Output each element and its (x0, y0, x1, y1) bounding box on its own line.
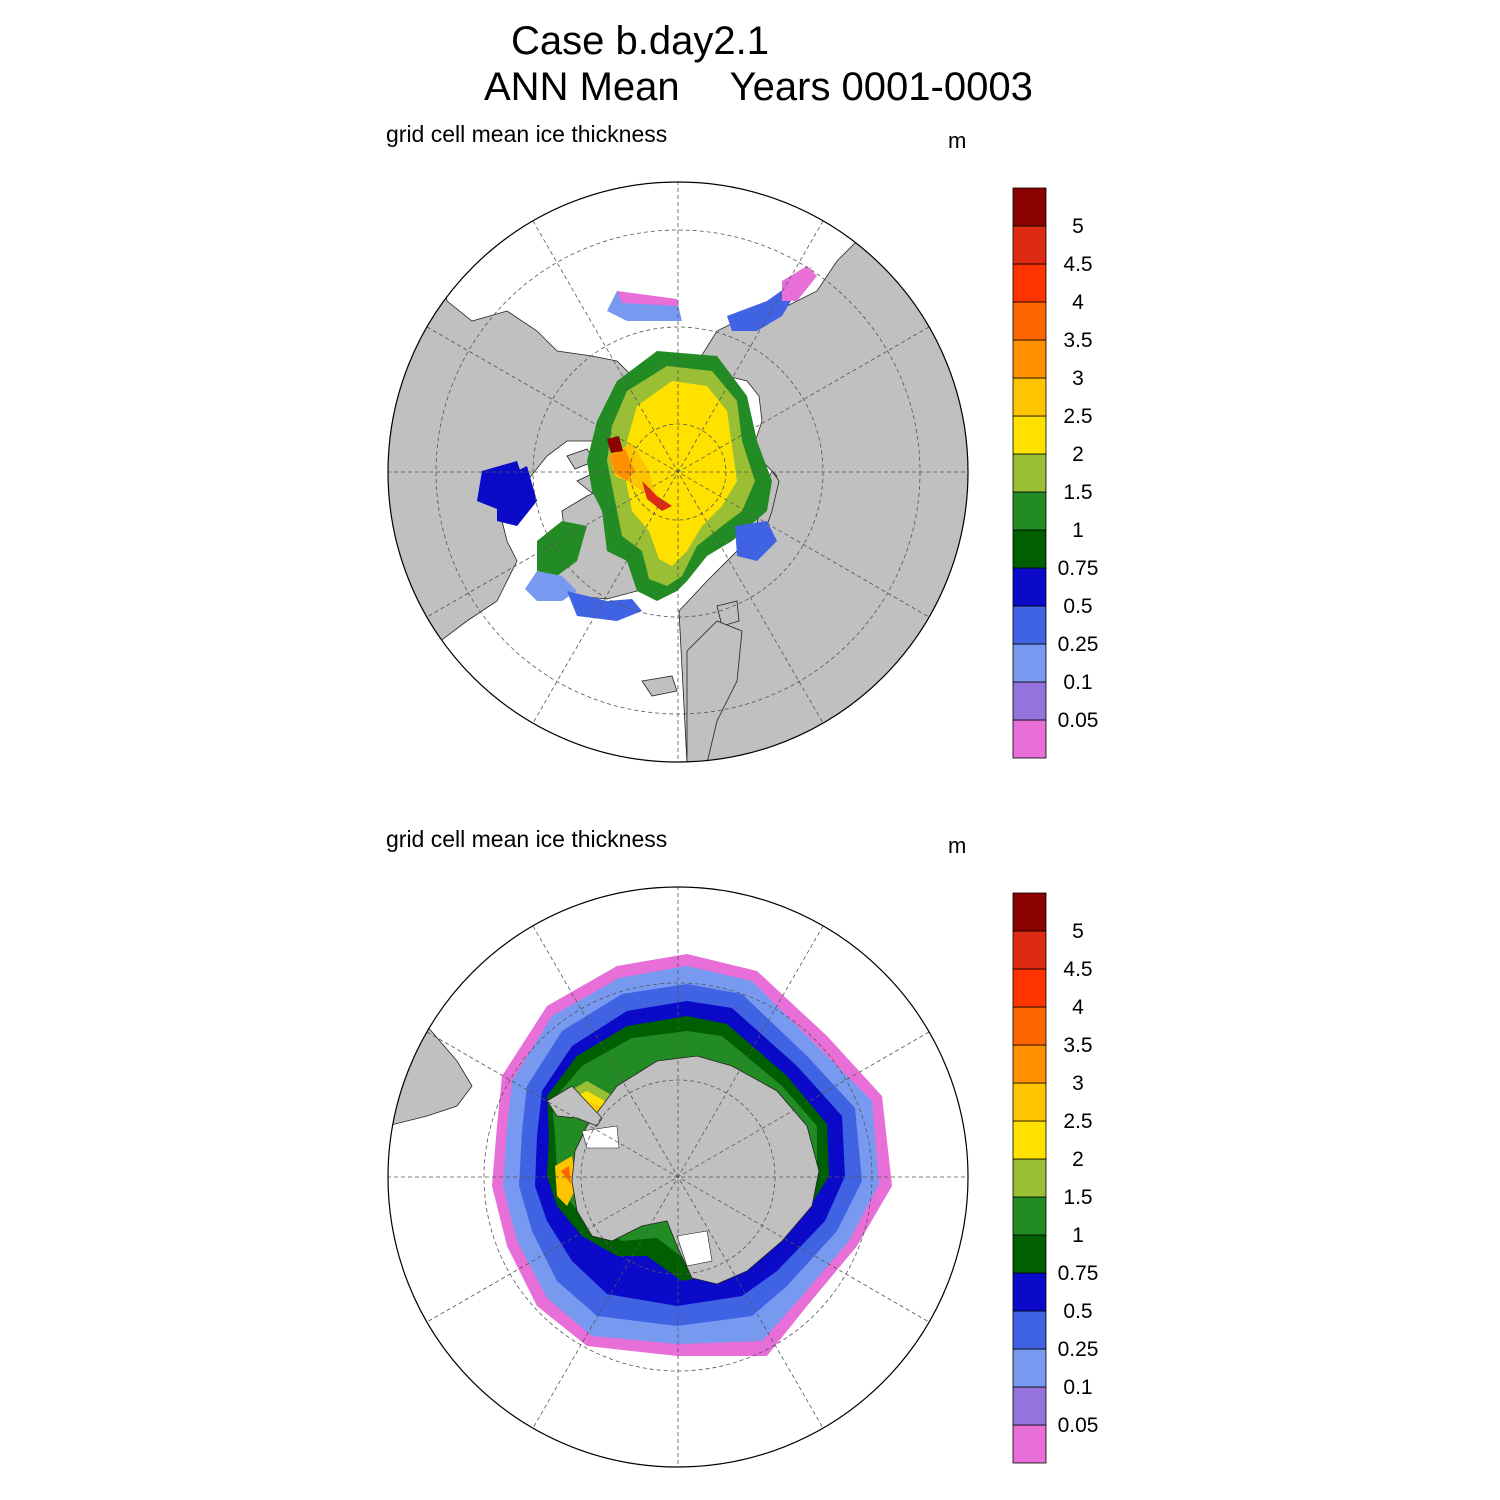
south-colorbar-box (1012, 1272, 1047, 1312)
north-colorbar-label: 1.5 (1063, 481, 1092, 504)
south-colorbar-label: 2.5 (1063, 1110, 1092, 1133)
south-colorbar-label: 0.05 (1058, 1414, 1099, 1437)
south-colorbar-box (1012, 1386, 1047, 1426)
north-colorbar-box (1012, 681, 1047, 721)
north-colorbar-label: 2 (1072, 443, 1084, 466)
north-colorbar-label: 1 (1072, 519, 1084, 542)
south-colorbar-label: 0.25 (1058, 1338, 1099, 1361)
north-colorbar-box (1012, 605, 1047, 645)
years-label: Years 0001-0003 (729, 65, 1033, 109)
north-colorbar-box (1012, 377, 1047, 417)
north-colorbar-label: 2.5 (1063, 405, 1092, 428)
north-colorbar-label: 3 (1072, 367, 1084, 390)
south-colorbar-label: 2 (1072, 1148, 1084, 1171)
north-colorbar-box (1012, 453, 1047, 493)
antarctica-land (571, 1055, 820, 1285)
north-colorbar-box (1012, 339, 1047, 379)
figure-subtitle: ANN Mean Years 0001-0003 (484, 64, 1033, 110)
south-colorbar-box (1012, 1158, 1047, 1198)
north-colorbar-label: 3.5 (1063, 329, 1092, 352)
south-colorbar-labels: 0.05 0.1 0.25 0.5 0.75 1 1.5 2 2.5 3 3.5 4 4.5 5 (1058, 920, 1099, 1437)
south-colorbar-box (1012, 1424, 1047, 1464)
figure-title: Case b.day2.1 (511, 19, 769, 63)
north-colorbar-box (1012, 529, 1047, 569)
north-colorbar-label: 0.05 (1058, 709, 1099, 732)
south-colorbar-box (1012, 1234, 1047, 1274)
south-polar-map (387, 886, 969, 1468)
south-colorbar-label: 1 (1072, 1224, 1084, 1247)
north-colorbar-label: 4 (1072, 291, 1084, 314)
south-colorbar-box (1012, 1348, 1047, 1388)
south-colorbar-box (1012, 1196, 1047, 1236)
south-colorbar-label: 4 (1072, 996, 1084, 1019)
north-colorbar-label: 0.1 (1063, 671, 1092, 694)
south-colorbar-box (1012, 1082, 1047, 1122)
south-colorbar-boxes (1012, 892, 1047, 1464)
north-colorbar-label: 0.5 (1063, 595, 1092, 618)
north-colorbar-boxes (1012, 187, 1047, 759)
south-colorbar-box (1012, 1120, 1047, 1160)
north-colorbar: 0.05 0.1 0.25 0.5 0.75 1 1.5 2 2.5 3 3.5 4 4.5 5 (1012, 187, 1099, 759)
south-colorbar-box (1012, 1044, 1047, 1084)
north-colorbar-label: 0.75 (1058, 557, 1099, 580)
south-colorbar-label: 0.75 (1058, 1262, 1099, 1285)
north-colorbar-box (1012, 225, 1047, 265)
north-colorbar-box (1012, 187, 1047, 227)
south-colorbar-label: 1.5 (1063, 1186, 1092, 1209)
south-colorbar-box (1012, 1006, 1047, 1046)
south-colorbar-label: 0.1 (1063, 1376, 1092, 1399)
south-colorbar-label: 4.5 (1063, 958, 1092, 981)
north-colorbar-box (1012, 719, 1047, 759)
south-colorbar-box (1012, 930, 1047, 970)
north-colorbar-labels: 0.05 0.1 0.25 0.5 0.75 1 1.5 2 2.5 3 3.5 4 4.5 5 (1058, 215, 1099, 732)
south-colorbar-box (1012, 1310, 1047, 1350)
north-colorbar-box (1012, 567, 1047, 607)
north-colorbar-box (1012, 643, 1047, 683)
south-graticule (388, 887, 968, 1467)
south-colorbar-label: 3.5 (1063, 1034, 1092, 1057)
north-colorbar-label: 5 (1072, 215, 1084, 238)
north-graticule (388, 182, 968, 762)
north-panel-label: grid cell mean ice thickness (386, 121, 668, 147)
south-colorbar: 0.05 0.1 0.25 0.5 0.75 1 1.5 2 2.5 3 3.5 4 4.5 5 (1012, 892, 1099, 1464)
north-colorbar-box (1012, 491, 1047, 531)
north-colorbar-label: 4.5 (1063, 253, 1092, 276)
north-colorbar-label: 0.25 (1058, 633, 1099, 656)
south-colorbar-box (1012, 968, 1047, 1008)
south-panel-label: grid cell mean ice thickness (386, 826, 668, 852)
south-colorbar-label: 5 (1072, 920, 1084, 943)
north-polar-map (387, 181, 969, 763)
south-colorbar-label: 3 (1072, 1072, 1084, 1095)
south-colorbar-box (1012, 892, 1047, 932)
south-colorbar-label: 0.5 (1063, 1300, 1092, 1323)
season-label: ANN Mean (484, 65, 680, 109)
north-unit-label: m (948, 128, 967, 153)
south-unit-label: m (948, 833, 967, 858)
north-colorbar-box (1012, 415, 1047, 455)
north-colorbar-box (1012, 263, 1047, 303)
north-colorbar-box (1012, 301, 1047, 341)
